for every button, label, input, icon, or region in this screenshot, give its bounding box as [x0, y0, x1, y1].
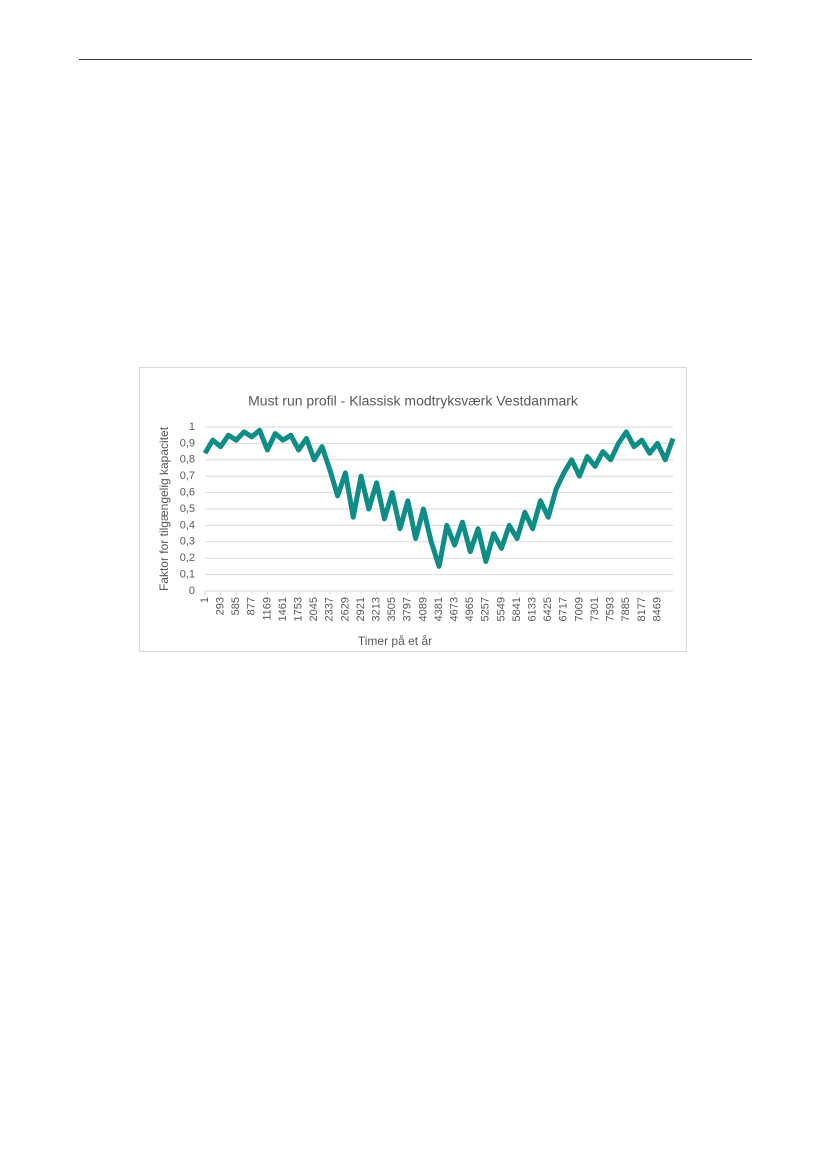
x-tick-label: 1: [199, 597, 211, 603]
x-tick-label: 3213: [371, 597, 383, 621]
x-tick-label: 5257: [480, 597, 492, 621]
x-tick-label: 1169: [261, 597, 273, 621]
y-tick-label: 0,2: [180, 552, 195, 564]
x-tick-label: 3797: [402, 597, 414, 621]
y-tick-label: 0,6: [180, 487, 195, 499]
x-tick-label: 4381: [433, 597, 445, 621]
x-axis-title: Timer på et år: [358, 634, 432, 648]
y-tick-label: 0,3: [180, 536, 195, 548]
y-tick-label: 0,4: [180, 519, 195, 531]
x-tick-label: 1461: [277, 597, 289, 621]
y-tick-label: 0,9: [180, 437, 195, 449]
x-tick-label: 8469: [651, 597, 663, 621]
x-tick-label: 2337: [324, 597, 336, 621]
y-tick-label: 1: [189, 421, 195, 433]
chart-title: Must run profil - Klassisk modtryksværk …: [248, 393, 579, 409]
x-tick-label: 6133: [527, 597, 539, 621]
y-tick-label: 0,7: [180, 470, 195, 482]
x-tick-label: 4965: [464, 597, 476, 621]
x-tick-label: 6717: [558, 597, 570, 621]
x-tick-label: 2045: [308, 597, 320, 621]
y-tick-label: 0,8: [180, 454, 195, 466]
x-tick-label: 4673: [449, 597, 461, 621]
x-tick-label: 3505: [386, 597, 398, 621]
x-tick-label: 8177: [636, 597, 648, 621]
x-tick-label: 6425: [542, 597, 554, 621]
x-tick-label: 7885: [620, 597, 632, 621]
header-rule: [79, 59, 752, 60]
y-tick-label: 0,5: [180, 503, 195, 515]
chart: Must run profil - Klassisk modtryksværk …: [139, 367, 687, 652]
x-tick-label: 7009: [573, 597, 585, 621]
x-tick-label: 2629: [339, 597, 351, 621]
x-tick-label: 1753: [293, 597, 305, 621]
x-tick-label: 7301: [589, 597, 601, 621]
x-tick-label: 293: [215, 597, 227, 615]
x-tick-label: 585: [230, 597, 242, 615]
x-tick-label: 7593: [605, 597, 617, 621]
x-tick-label: 5549: [495, 597, 507, 621]
data-line: [202, 427, 676, 569]
x-tick-label: 4089: [417, 597, 429, 621]
x-tick-label: 2921: [355, 597, 367, 621]
x-tick-label: 5841: [511, 597, 523, 621]
x-tick-label: 877: [246, 597, 258, 615]
y-tick-label: 0: [189, 585, 195, 597]
y-tick-label: 0,1: [180, 569, 195, 581]
y-axis-title: Faktor for tilgængelig kapacitet: [157, 426, 171, 591]
